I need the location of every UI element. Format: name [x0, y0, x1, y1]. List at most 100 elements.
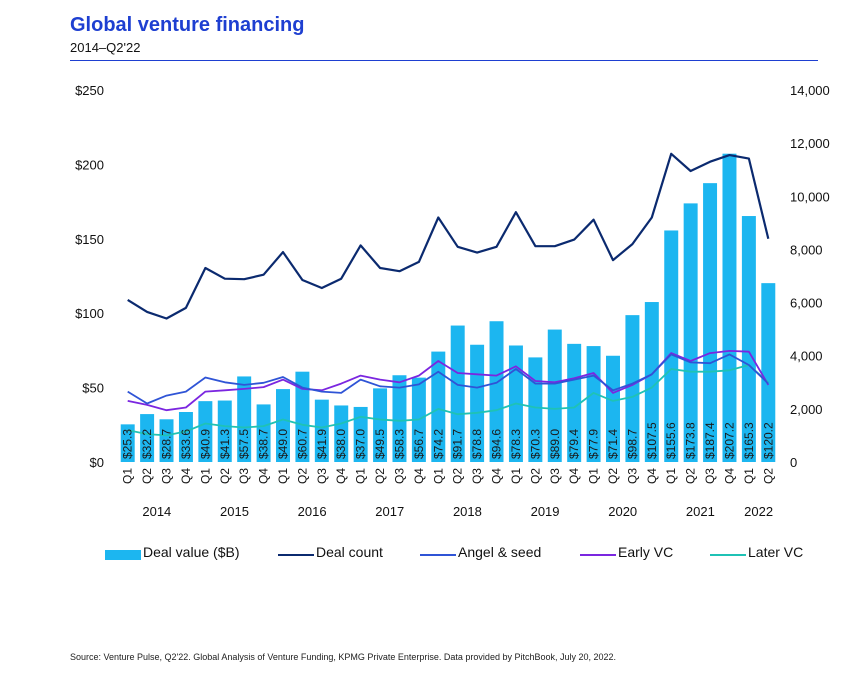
quarter-tick-label: Q2: [761, 468, 775, 484]
right-axis-tick-label: 8,000: [790, 242, 823, 257]
quarter-tick-label: Q2: [295, 468, 309, 484]
quarter-tick-label: Q2: [606, 468, 620, 484]
year-label: 2019: [531, 504, 560, 519]
deal-value-data-label: $74.2: [431, 429, 445, 459]
quarter-tick-label: Q1: [587, 468, 601, 484]
venture-financing-chart: $0 $50 $100 $150 $200 $250 0 2,000 4,000 6,000 8,0…: [75, 83, 830, 519]
deal-value-bar: [198, 401, 213, 462]
quarter-tick-label: Q1: [354, 468, 368, 484]
deal-value-bar: [392, 375, 407, 462]
deal-value-bar: [567, 343, 582, 462]
deal-value-data-label: $155.6: [664, 422, 678, 459]
year-label: 2016: [298, 504, 327, 519]
year-label: 2020: [608, 504, 637, 519]
deal-value-data-label: $173.8: [684, 422, 698, 459]
right-axis-tick-label: 12,000: [790, 136, 830, 151]
year-label: 2021: [686, 504, 715, 519]
deal-value-data-label: $32.2: [140, 429, 154, 459]
deal-value-data-label: $91.7: [451, 429, 465, 459]
quarter-tick-label: Q1: [198, 468, 212, 484]
deal-value-bar: [431, 351, 446, 462]
deal-value-data-label: $187.4: [703, 422, 717, 459]
quarter-tick-label: Q2: [684, 468, 698, 484]
deal-value-bar: [256, 404, 271, 462]
quarter-tick-label: Q4: [567, 468, 581, 484]
quarter-tick-label: Q2: [528, 468, 542, 484]
quarter-tick-label: Q2: [140, 468, 154, 484]
deal-value-bar: [586, 346, 601, 462]
source-note: Source: Venture Pulse, Q2'22. Global Ana…: [70, 652, 617, 662]
deal-value-data-label: $79.4: [567, 429, 581, 459]
quarter-tick-label: Q1: [509, 468, 523, 484]
deal-value-bar: [314, 399, 329, 462]
quarter-tick-label: Q4: [722, 468, 736, 484]
deal-value-data-label: $33.6: [179, 429, 193, 459]
deal-value-bar: [644, 302, 659, 462]
left-axis-tick-label: $250: [75, 83, 104, 98]
deal-value-data-label: $207.2: [722, 422, 736, 459]
left-axis-tick-label: $100: [75, 306, 104, 321]
quarter-tick-label: Q4: [412, 468, 426, 484]
deal-value-data-label: $60.7: [295, 429, 309, 459]
quarter-tick-label: Q1: [431, 468, 445, 484]
deal-value-data-label: $49.5: [373, 429, 387, 459]
deal-value-bar: [489, 321, 504, 462]
deal-value-bar: [334, 405, 349, 462]
left-axis-tick-label: $50: [82, 381, 104, 396]
year-label: 2014: [142, 504, 171, 519]
deal-value-bar: [276, 389, 290, 462]
chart-subtitle: 2014–Q2'22: [70, 40, 141, 55]
left-axis-tick-label: $150: [75, 232, 104, 247]
quarter-tick-label: Q3: [315, 468, 329, 484]
deal-value-data-label: $38.7: [257, 429, 271, 459]
chart-title: Global venture financing: [70, 14, 305, 36]
quarter-tick-label: Q3: [160, 468, 174, 484]
legend-swatch-later-vc: [710, 554, 746, 556]
quarter-tick-label: Q2: [451, 468, 465, 484]
quarter-tick-label: Q2: [373, 468, 387, 484]
deal-value-data-label: $70.3: [528, 429, 542, 459]
deal-value-bar: [140, 414, 155, 462]
right-axis-tick-label: 6,000: [790, 296, 823, 311]
deal-value-data-label: $165.3: [742, 422, 756, 459]
deal-value-data-label: $28.7: [160, 429, 174, 459]
deal-value-bar: [625, 315, 640, 462]
deal-value-bar: [683, 203, 698, 462]
quarter-tick-label: Q1: [276, 468, 290, 484]
left-axis-tick-label: $200: [75, 157, 104, 172]
deal-value-bar: [295, 371, 310, 462]
deal-value-bar: [761, 283, 776, 462]
quarter-tick-label: Q1: [664, 468, 678, 484]
right-axis-tick-label: 14,000: [790, 83, 830, 98]
deal-value-bar: [237, 376, 252, 462]
year-label: 2015: [220, 504, 249, 519]
quarter-tick-label: Q4: [490, 468, 504, 484]
deal-value-data-label: $56.7: [412, 429, 426, 459]
deal-value-data-label: $77.9: [587, 429, 601, 459]
deal-value-bar: [606, 355, 620, 462]
deal-value-data-label: $98.7: [625, 429, 639, 459]
deal-value-bar: [353, 406, 368, 462]
year-label: 2022: [744, 504, 773, 519]
deal-value-data-label: $41.9: [315, 429, 329, 459]
quarter-tick-label: Q3: [392, 468, 406, 484]
deal-value-data-label: $107.5: [645, 422, 659, 459]
legend-label-later-vc: Later VC: [748, 544, 804, 560]
quarter-tick-label: Q3: [237, 468, 251, 484]
quarter-tick-label: Q4: [257, 468, 271, 484]
legend-label-deal-count: Deal count: [316, 544, 383, 560]
right-axis-tick-label: 4,000: [790, 349, 823, 364]
deal-value-data-label: $57.5: [237, 429, 251, 459]
deal-value-bar: [664, 230, 679, 462]
deal-value-data-label: $40.9: [198, 429, 212, 459]
deal-value-bar: [217, 400, 232, 462]
deal-value-bar: [159, 419, 174, 462]
quarter-tick-label: Q4: [179, 468, 193, 484]
deal-value-bar: [722, 153, 737, 462]
later-vc-line: [127, 364, 769, 437]
deal-value-data-label: $37.0: [354, 429, 368, 459]
deal-value-bar: [120, 424, 135, 462]
year-label: 2017: [375, 504, 404, 519]
quarter-tick-label: Q3: [548, 468, 562, 484]
deal-value-bar: [178, 412, 193, 462]
